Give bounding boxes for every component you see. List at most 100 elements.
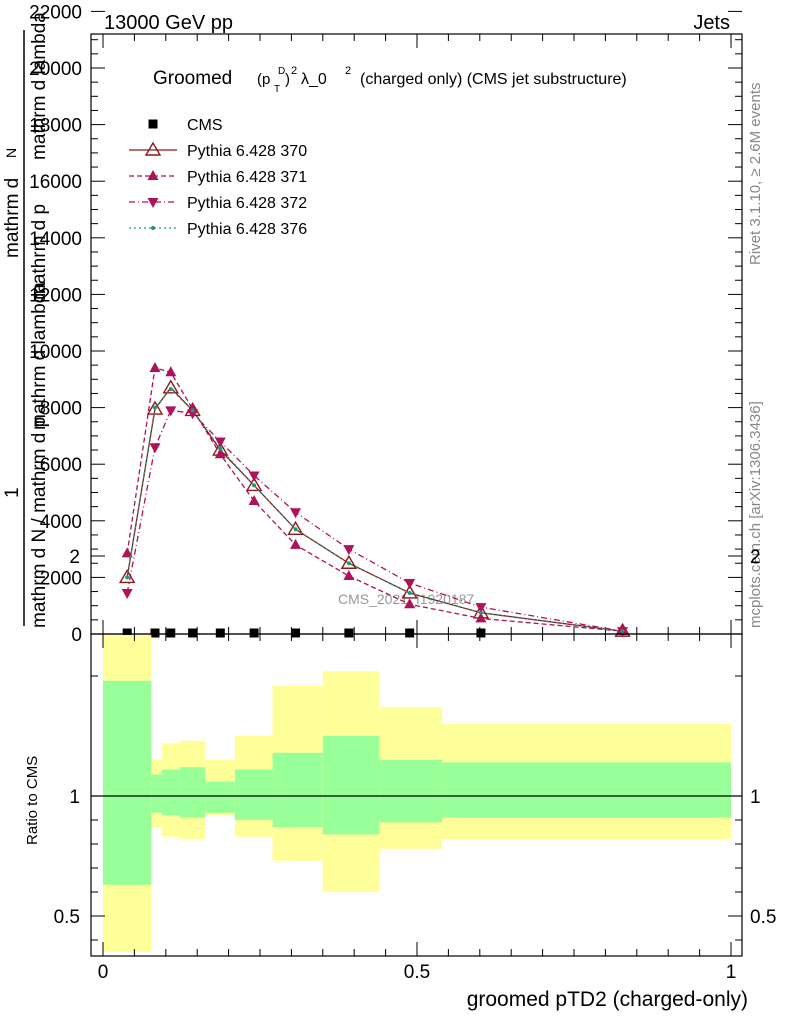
legend-marker-pythia-6-428-371 — [147, 170, 159, 180]
data-point-pythia-6-428-371 — [149, 361, 161, 372]
header-left: 13000 GeV pp — [104, 12, 233, 34]
title-prefix: Groomed — [153, 68, 232, 89]
ratio-stat-band-3 — [179, 767, 206, 818]
ratio-y-tick-label-right: 0.5 — [750, 907, 776, 928]
main-y-axis-label: mathrm d N mathrm d p mathrm d lambda 1 … — [2, 12, 50, 628]
data-point-pythia-6-428-376 — [168, 387, 173, 392]
data-point-cms — [166, 628, 176, 638]
data-point-pythia-6-428-372 — [248, 471, 260, 482]
data-point-pythia-6-428-372 — [290, 508, 302, 519]
main-panel: 0 2000 4000 6000 8000 10000 12000 14000 16000 180… — [29, 2, 743, 646]
data-point-pythia-6-428-371 — [214, 448, 226, 459]
ratio-stat-band-9 — [442, 762, 731, 818]
data-point-pythia-6-428-372 — [187, 409, 199, 420]
data-point-pythia-6-428-371 — [475, 612, 487, 623]
title-pt-close: ) — [285, 71, 290, 88]
data-point-pythia-6-428-376 — [125, 575, 130, 580]
data-point-pythia-6-428-370 — [162, 379, 179, 394]
ratio-stat-band-5 — [234, 769, 273, 820]
data-point-pythia-6-428-376 — [346, 561, 351, 566]
data-point-pythia-6-428-371 — [248, 494, 260, 505]
ylabel-f: mathrm d N / mathrm d p — [29, 417, 50, 628]
main-y-tick-label: 4000 — [40, 512, 82, 533]
legend-label-cms: CMS — [187, 117, 223, 134]
ratio-stat-band-7 — [322, 736, 380, 835]
ratio-y-label: Ratio to CMS — [24, 756, 41, 845]
ylabel-e: 1 — [2, 487, 23, 498]
series-line-pythia-6-428-371 — [126, 367, 623, 632]
ylabel-c: mathrm d p — [29, 204, 50, 300]
data-point-cms — [344, 628, 354, 638]
ratio-x-tick-label: 1 — [726, 962, 737, 983]
data-point-pythia-6-428-370 — [245, 477, 263, 492]
data-point-cms — [476, 628, 486, 638]
ratio-stat-band-2 — [162, 769, 180, 816]
main-y-tick-label: 8000 — [40, 399, 82, 420]
legend-label-pythia-6-428-376: Pythia 6.428 376 — [187, 221, 307, 238]
ratio-stat-band-6 — [272, 752, 323, 828]
main-y-tick-label: 6000 — [40, 455, 82, 476]
main-y-tick-label: 20000 — [29, 59, 82, 80]
header-right: Jets — [693, 12, 730, 34]
legend-label-pythia-6-428-371: Pythia 6.428 371 — [187, 169, 307, 186]
ratio-stat-band-4 — [205, 781, 235, 813]
mcplots-label: mcplots.cern.ch [arXiv:1306.3436] — [747, 401, 764, 628]
legend-marker-cms — [148, 119, 158, 129]
chart-title: Groomed (p D T ) 2 λ_0 2 (charged only) … — [153, 65, 627, 95]
series-line-pythia-6-428-372 — [126, 409, 623, 632]
main-y-tick-label: 0 — [71, 625, 82, 646]
title-sq: 2 — [291, 65, 297, 77]
legend-marker-pythia-6-428-372 — [147, 198, 159, 208]
ratio-y-tick-label: 1 — [69, 787, 80, 808]
ratio-stat-band-0 — [103, 680, 152, 885]
legend-label-pythia-6-428-372: Pythia 6.428 372 — [187, 195, 307, 212]
data-point-cms — [405, 628, 415, 638]
ylabel-b: N — [3, 148, 19, 158]
ratio-y-tick-label-right: 1 — [750, 787, 761, 808]
ratio-x-tick-label: 0 — [98, 962, 109, 983]
data-point-cms — [215, 628, 225, 638]
title-suffix: (charged only) (CMS jet substructure) — [360, 71, 627, 88]
data-point-pythia-6-428-370 — [287, 520, 304, 535]
x-axis-label: groomed pTD2 (charged-only) — [467, 988, 748, 1011]
data-point-pythia-6-428-371 — [290, 538, 302, 549]
main-y-tick-label: 10000 — [29, 342, 82, 363]
ratio-stat-band-8 — [379, 760, 443, 823]
ylabel-a: mathrm d — [2, 178, 23, 258]
data-point-pythia-6-428-371 — [343, 569, 355, 580]
data-point-cms — [150, 628, 160, 638]
data-point-pythia-6-428-370 — [146, 400, 164, 415]
legend-label-pythia-6-428-370: Pythia 6.428 370 — [187, 143, 307, 160]
ratio-y-tick-label: 0.5 — [54, 907, 80, 928]
title-pt-sub: T — [274, 84, 280, 95]
data-point-pythia-6-428-372 — [165, 406, 177, 417]
data-point-pythia-6-428-372 — [404, 579, 416, 590]
watermark: CMS_2021_I1920187 — [338, 591, 474, 607]
data-point-pythia-6-428-376 — [478, 610, 483, 615]
title-pt-sup: D — [278, 66, 285, 77]
data-point-pythia-6-428-376 — [252, 483, 257, 488]
rivet-label: Rivet 3.1.10, ≥ 2.6M events — [747, 83, 764, 266]
main-y-tick-label: 2000 — [40, 568, 82, 589]
data-point-pythia-6-428-372 — [475, 603, 487, 614]
data-point-pythia-6-428-376 — [293, 527, 298, 532]
ratio-y-tick-label-right: 2 — [750, 547, 761, 568]
legend-marker-pythia-6-428-376 — [151, 226, 155, 230]
ratio-stat-band-1 — [151, 774, 163, 813]
data-point-pythia-6-428-371 — [165, 366, 177, 377]
main-y-tick-label: 12000 — [29, 285, 82, 306]
data-point-pythia-6-428-376 — [620, 629, 625, 634]
data-point-cms — [291, 628, 301, 638]
data-point-cms — [122, 628, 132, 638]
title-sq2: 2 — [345, 65, 351, 77]
ratio-y-tick-label: 2 — [69, 547, 80, 568]
data-point-pythia-6-428-372 — [214, 437, 226, 448]
data-point-pythia-6-428-372 — [121, 588, 133, 599]
data-point-cms — [249, 628, 259, 638]
data-point-pythia-6-428-376 — [152, 405, 157, 410]
data-point-pythia-6-428-376 — [218, 446, 223, 451]
data-point-pythia-6-428-376 — [190, 408, 195, 413]
data-point-pythia-6-428-372 — [343, 545, 355, 556]
title-middle: λ_0 — [301, 71, 327, 88]
